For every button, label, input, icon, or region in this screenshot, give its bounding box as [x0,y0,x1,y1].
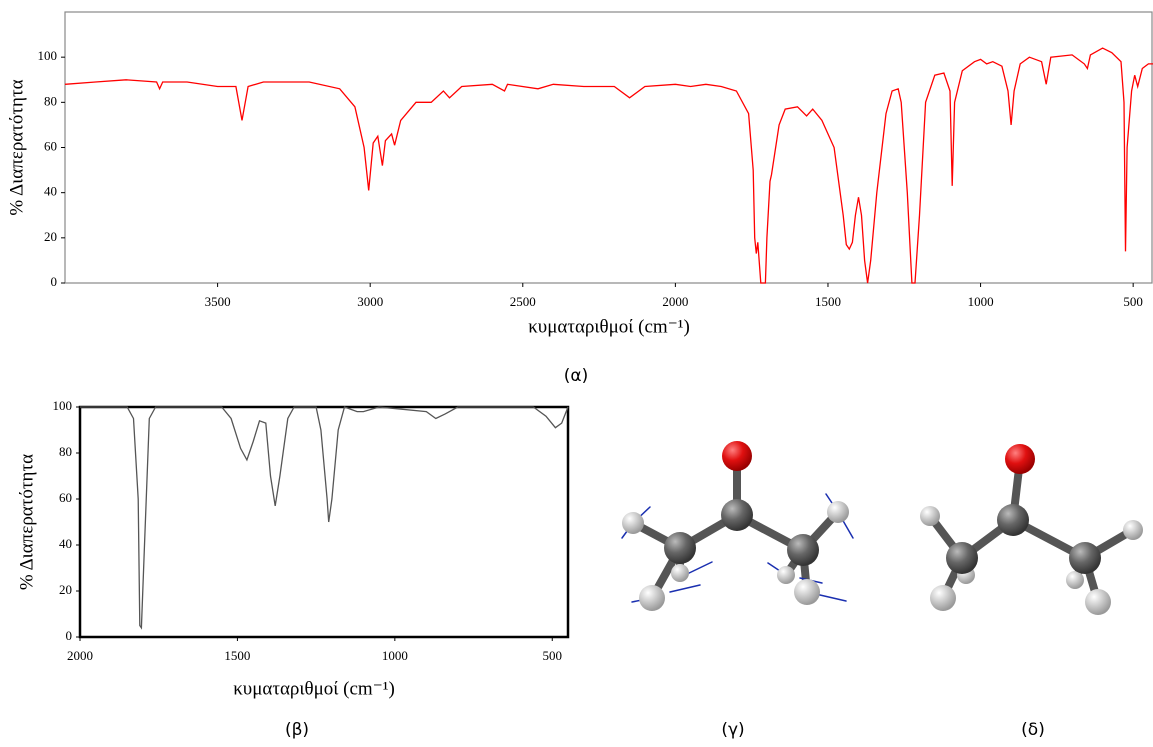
x-tick-label: 500 [543,648,563,663]
y-tick-label: 40 [44,184,57,199]
x-axis-label: κυματαριθμοί (cm⁻¹) [528,316,690,337]
plot-frame [65,12,1152,283]
y-tick-label: 20 [59,582,72,597]
x-tick-label: 1000 [968,294,994,309]
x-tick-label: 2500 [510,294,536,309]
y-tick-label: 20 [44,229,57,244]
x-axis-label: κυματαριθμοί (cm⁻¹) [233,678,395,699]
y-tick-label: 60 [59,490,72,505]
x-tick-label: 1500 [815,294,841,309]
x-tick-label: 500 [1123,294,1143,309]
y-tick-label: 40 [59,536,72,551]
x-tick-label: 3000 [357,294,383,309]
molecule-delta [920,444,1143,615]
spectrum-line [65,48,1153,283]
y-tick-label: 60 [44,138,57,153]
x-tick-label: 1000 [382,648,408,663]
y-tick-label: 80 [59,444,72,459]
caption: (α) [564,366,588,386]
x-tick-label: 1500 [224,648,250,663]
y-tick-label: 100 [53,398,73,413]
x-tick-label: 3500 [205,294,231,309]
molecule-gamma [622,441,853,611]
y-tick-label: 80 [44,93,57,108]
spectrum-line [80,407,568,628]
x-tick-label: 2000 [662,294,688,309]
y-tick-label: 0 [51,274,58,289]
caption: (β) [285,720,309,740]
y-axis-label: % Διαπερατότητα [6,79,27,215]
y-tick-label: 100 [38,48,58,63]
plot-frame [80,407,568,637]
x-tick-label: 2000 [67,648,93,663]
y-tick-label: 0 [66,628,73,643]
caption: (δ) [1021,720,1045,740]
y-axis-label: % Διαπερατότητα [16,454,37,590]
caption: (γ) [721,720,744,740]
figure: (α) (β) (γ) (δ) 0 20 40 60 80 100 3500 3000 2500… [0,0,1153,742]
